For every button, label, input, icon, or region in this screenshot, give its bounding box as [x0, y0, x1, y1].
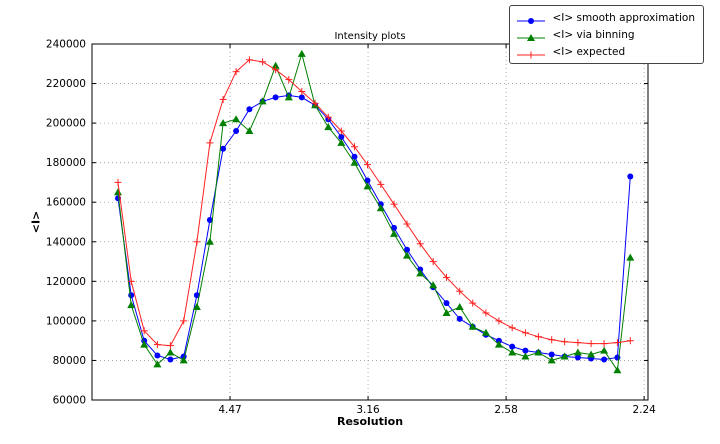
legend-label: <I> smooth approximation: [552, 11, 695, 24]
legend-marker-expected-icon: [516, 46, 546, 58]
svg-text:2.24: 2.24: [632, 404, 656, 416]
tick-labels: 4.47 3.16 2.58 2.24 60000 80000 100000 120000 14…: [46, 39, 656, 417]
svg-text:100000: 100000: [46, 315, 86, 327]
legend-marker-via-binning-icon: [516, 29, 546, 41]
svg-text:160000: 160000: [46, 197, 86, 209]
legend-entry: <I> expected: [516, 43, 695, 60]
svg-text:200000: 200000: [46, 118, 86, 130]
svg-text:140000: 140000: [46, 236, 86, 248]
svg-text:220000: 220000: [46, 78, 86, 90]
legend-label: <I> expected: [552, 45, 626, 58]
x-axis-label: Resolution: [336, 415, 404, 428]
svg-text:80000: 80000: [53, 355, 86, 367]
chart-title: Intensity plots: [334, 31, 406, 42]
legend-entry: <I> smooth approximation: [516, 9, 695, 26]
legend-label: <I> via binning: [552, 28, 635, 41]
legend-entry: <I> via binning: [516, 26, 695, 43]
legend-marker-smooth-approximation-icon: [516, 12, 546, 24]
svg-text:120000: 120000: [46, 276, 86, 288]
svg-text:3.16: 3.16: [356, 404, 380, 416]
axis-ticks: [92, 43, 648, 401]
y-axis-label: <I>: [29, 210, 43, 234]
series-1: [114, 49, 635, 374]
svg-text:60000: 60000: [53, 395, 86, 407]
svg-text:2.58: 2.58: [494, 404, 517, 416]
svg-text:180000: 180000: [46, 157, 86, 169]
svg-text:4.47: 4.47: [218, 404, 241, 416]
legend: <I> smooth approximation <I> via binning…: [509, 5, 704, 64]
svg-text:240000: 240000: [46, 39, 86, 51]
series-2: [114, 56, 634, 350]
grid-lines: [92, 44, 648, 400]
